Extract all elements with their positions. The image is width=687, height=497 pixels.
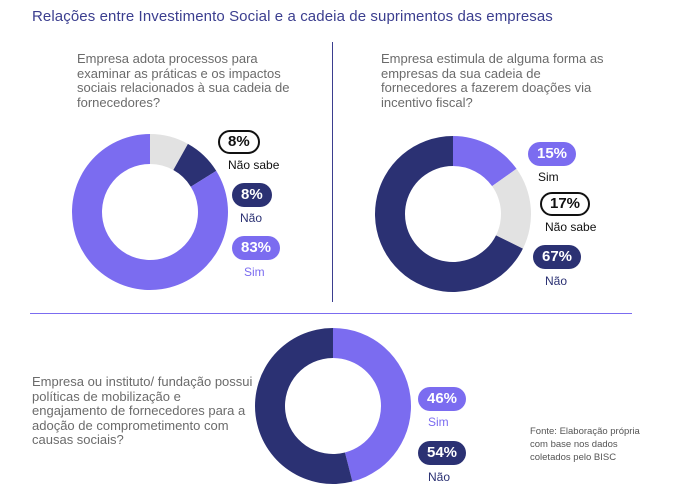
donut-slice-não [173, 143, 217, 187]
donut-slice-sim [453, 136, 517, 187]
value-badge-nao-sabe-2: 17% [540, 192, 591, 216]
donut-chart-1 [71, 134, 228, 290]
source-note: Fonte: Elaboração própria com base nos d… [530, 426, 640, 463]
donut-slice-não-sabe [492, 168, 531, 249]
donut-slice-não [375, 136, 523, 292]
horizontal-divider [30, 313, 632, 314]
donut-slice-não [254, 328, 353, 484]
donut-chart-2 [375, 136, 531, 292]
value-badge-sim-2: 15% [528, 142, 577, 166]
label-sim-3: Sim [428, 415, 449, 429]
label-nao-sabe-2: Não sabe [545, 220, 597, 234]
vertical-divider [332, 42, 333, 302]
donut-slice-não-sabe [150, 134, 188, 171]
value-badge-nao-2: 67% [533, 245, 582, 269]
donut-slice-sim [71, 134, 228, 290]
label-nao-1: Não [240, 211, 263, 225]
chart-title: Relações entre Investimento Social e a c… [32, 8, 553, 25]
label-nao-sabe-1: Não sabe [228, 158, 280, 172]
value-badge-nao-sabe-1: 8% [218, 130, 260, 154]
question-1: Empresa adota processos para examinar as… [77, 51, 290, 110]
label-sim-1: Sim [244, 265, 265, 279]
value-badge-sim-3: 46% [418, 387, 467, 411]
value-badge-nao-1: 8% [232, 183, 272, 207]
donut-slice-sim [333, 328, 411, 482]
value-badge-nao-3: 54% [418, 441, 467, 465]
label-nao-2: Não [545, 274, 568, 288]
question-2: Empresa estimula de alguma forma as empr… [381, 51, 604, 110]
donut-chart-3 [254, 328, 411, 484]
question-3: Empresa ou instituto/ fundação possui po… [32, 374, 253, 447]
label-sim-2: Sim [538, 170, 559, 184]
value-badge-sim-1: 83% [232, 236, 281, 260]
label-nao-3: Não [428, 470, 451, 484]
